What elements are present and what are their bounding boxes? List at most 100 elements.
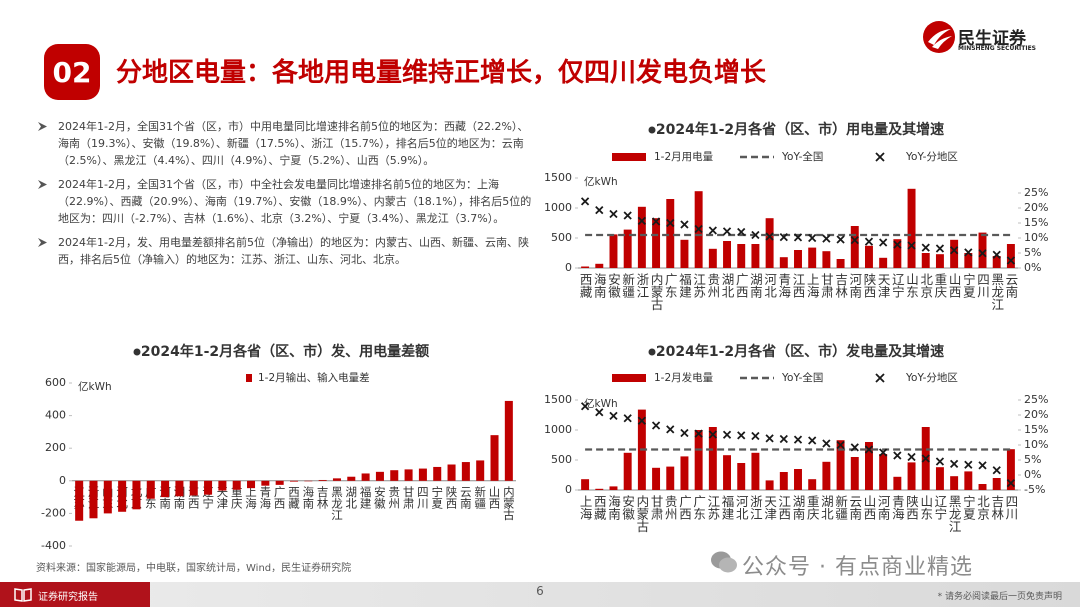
bar xyxy=(189,480,198,496)
x-tick-label: 青海 xyxy=(258,486,272,510)
bar xyxy=(992,256,1001,268)
x-tick-label: 山西 xyxy=(861,495,876,520)
bar xyxy=(418,468,427,481)
marker xyxy=(822,439,831,448)
marker xyxy=(978,461,987,470)
y-tick-label: 600 xyxy=(45,376,66,389)
footer-bar xyxy=(0,582,1080,607)
marker xyxy=(864,237,874,246)
y-tick-label: 1500 xyxy=(544,171,572,184)
bar xyxy=(118,480,127,512)
chart-title: 2024年1-2月各省（区、市）发、用电量差额 xyxy=(141,343,429,360)
marker xyxy=(893,451,902,460)
x-tick-label: 重庆 xyxy=(932,272,947,298)
bar xyxy=(652,218,661,268)
x-tick-label: 江西 xyxy=(791,273,806,298)
bar xyxy=(347,476,356,481)
marker xyxy=(1006,256,1016,265)
bullet: 2024年1-2月，全国31个省（区，市）中全社会发电量同比增速排名前5位的地区… xyxy=(38,176,533,227)
marker xyxy=(694,224,703,234)
marker xyxy=(609,411,618,421)
bar xyxy=(992,478,1001,490)
y-tick-label: 0 xyxy=(565,483,572,496)
watermark-icon xyxy=(711,551,737,573)
x-tick-label: 内蒙古 xyxy=(649,273,664,311)
x-tick-label: 海南 xyxy=(592,272,607,298)
bar xyxy=(836,440,845,490)
x-tick-label: 新疆 xyxy=(620,272,635,298)
x-tick-label: 宁夏 xyxy=(961,494,976,520)
bar xyxy=(879,257,888,268)
x-tick-label: 福建 xyxy=(720,494,735,521)
x-tick-label: 北京 xyxy=(975,495,990,521)
bar xyxy=(950,476,959,490)
x-tick-label: 黑龙江 xyxy=(947,495,962,533)
logo-icon xyxy=(923,21,955,53)
bar xyxy=(893,239,902,268)
bar xyxy=(666,199,675,268)
bar xyxy=(737,244,746,268)
x-tick-label: 上海 xyxy=(244,486,258,510)
x-tick-label: 内蒙古 xyxy=(502,485,516,520)
bar xyxy=(751,452,760,490)
x-tick-label: 河南 xyxy=(876,495,891,520)
marker xyxy=(694,429,703,438)
bullet-text: 2024年1-2月，全国31个省（区，市）中用电量同比增速排名前5位的地区为：西… xyxy=(58,120,529,167)
bar xyxy=(609,234,618,268)
x-tick-label: 宁夏 xyxy=(961,272,976,298)
logo-name: 民生证券 xyxy=(958,29,1026,49)
x-tick-label: 辽宁 xyxy=(932,495,947,520)
bar xyxy=(822,251,831,268)
marker xyxy=(722,227,732,236)
x-tick-label: 山西 xyxy=(947,273,962,298)
x-tick-label: 陕西 xyxy=(861,272,876,298)
bar xyxy=(103,480,112,514)
bar xyxy=(723,241,732,268)
y2-tick-label: 15% xyxy=(1024,423,1048,436)
logo-english: MINSHENG SECURITIES xyxy=(958,45,1036,52)
x-tick-label: 天津 xyxy=(876,273,891,298)
y2-tick-label: 20% xyxy=(1024,408,1048,421)
page-title: 分地区电量：各地用电量维持正增长，仅四川发电负增长 xyxy=(116,58,767,88)
x-tick-label: 甘肃 xyxy=(649,495,664,521)
x-tick-label: 湖南 xyxy=(791,494,806,520)
x-tick-label: 上海 xyxy=(578,495,593,520)
x-tick-label: 福建 xyxy=(677,272,692,299)
x-tick-label: 宁夏 xyxy=(430,485,444,509)
section-badge: 02 xyxy=(44,44,100,100)
marker xyxy=(978,249,987,258)
y2-tick-label: 25% xyxy=(1024,186,1048,199)
bar xyxy=(978,232,987,268)
bar xyxy=(504,400,513,481)
bar xyxy=(765,480,774,490)
y-axis-unit: 亿kWh xyxy=(584,175,618,188)
bullet: 2024年1-2月，发、用电量差额排名前5位（净输出）的地区为：内蒙古、山西、新… xyxy=(38,234,533,268)
bullet-text: 2024年1-2月，发、用电量差额排名前5位（净输出）的地区为：内蒙古、山西、新… xyxy=(58,236,529,266)
bar xyxy=(652,467,661,490)
bullet: 2024年1-2月，全国31个省（区，市）中用电量同比增速排名前5位的地区为：西… xyxy=(38,118,533,169)
x-tick-label: 黑龙江 xyxy=(330,486,344,521)
x-tick-label: 贵州 xyxy=(387,486,401,509)
marker xyxy=(907,241,916,250)
x-tick-label: 福建 xyxy=(359,485,373,510)
x-tick-label: 内蒙古 xyxy=(634,495,649,533)
legend-label: YoY-全国 xyxy=(781,150,823,163)
legend-swatch xyxy=(246,374,252,382)
x-tick-label: 浙江 xyxy=(748,494,763,520)
x-tick-label: 山东 xyxy=(904,273,919,298)
marker xyxy=(964,460,973,469)
x-tick-label: 云南 xyxy=(847,495,862,520)
x-tick-label: 陕西 xyxy=(904,494,919,520)
bar xyxy=(461,462,470,481)
bar xyxy=(779,257,788,268)
bar xyxy=(581,266,590,268)
marker xyxy=(964,248,973,257)
x-tick-label: 广东 xyxy=(691,495,706,520)
x-tick-label: 四川 xyxy=(975,273,990,298)
marker xyxy=(737,227,746,237)
x-tick-label: 四川 xyxy=(1003,495,1018,520)
bar xyxy=(232,480,241,490)
disclaimer: * 请务必阅读最后一页免责声明 xyxy=(937,592,1062,602)
y2-tick-label: 10% xyxy=(1024,231,1048,244)
marker xyxy=(808,436,817,445)
